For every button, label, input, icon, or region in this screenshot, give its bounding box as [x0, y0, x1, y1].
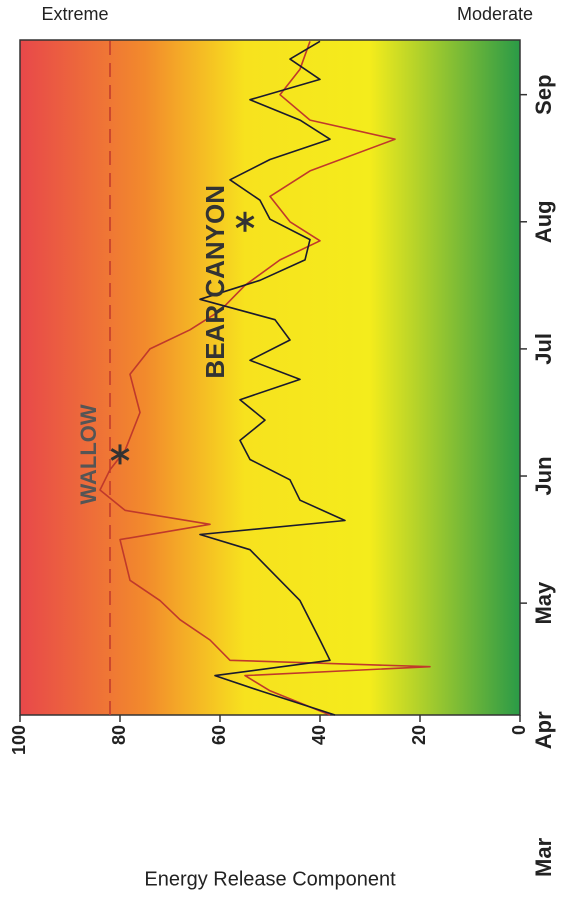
asterisk-stroke — [235, 215, 255, 229]
y-tick-label: 80 — [109, 725, 129, 745]
x-tick-label: Jul — [531, 333, 556, 365]
x-tick-label: Mar — [531, 837, 556, 877]
x-tick-label: May — [531, 581, 556, 625]
y-tick-label: 60 — [209, 725, 229, 745]
y-tick-label: 20 — [409, 725, 429, 745]
annotation: BEAR CANYON — [200, 185, 230, 379]
rotated-plot: 0 20 40 60 80 100 Mar Apr May Jun Jul Aug Sep WALLOW B… — [9, 4, 556, 891]
x-tick-label: Jun — [531, 456, 556, 495]
asterisk-marker — [235, 211, 255, 232]
data-line — [199, 40, 346, 716]
y-tick-label: 40 — [309, 725, 329, 745]
asterisk-stroke — [110, 448, 130, 461]
x-tick-label: Sep — [531, 74, 556, 114]
plot-area — [19, 39, 521, 716]
x-tick-label: Aug — [531, 200, 556, 243]
data-line — [99, 41, 431, 716]
x-tick-label: Apr — [531, 711, 556, 749]
scale-low-label: Moderate — [457, 4, 533, 24]
scale-high-label: Extreme — [41, 4, 108, 24]
y-axis-label: Energy Release Component — [144, 868, 396, 890]
asterisk-marker — [110, 444, 130, 465]
y-tick-label: 100 — [9, 725, 29, 755]
annotation: WALLOW — [76, 404, 101, 504]
y-tick-label: 0 — [509, 725, 529, 735]
